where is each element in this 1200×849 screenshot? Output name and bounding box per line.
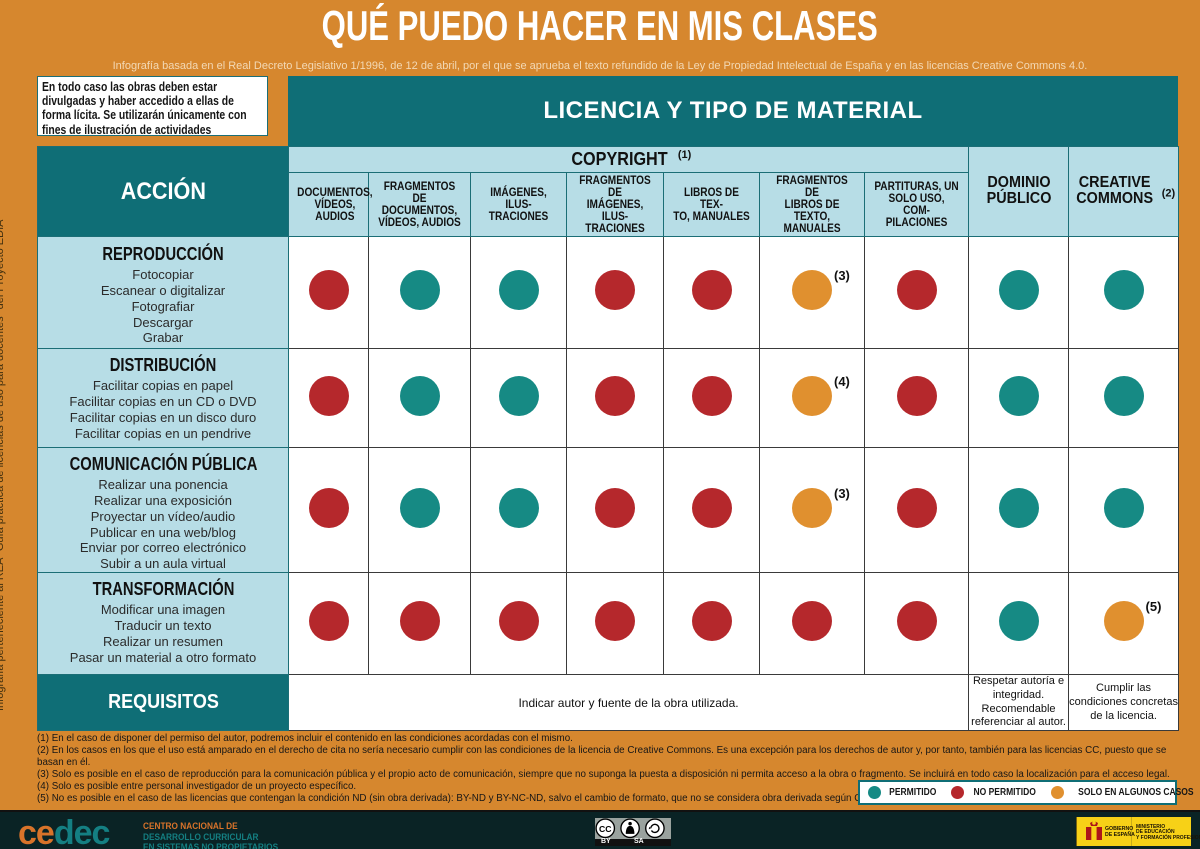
svg-text:CC: CC: [599, 824, 611, 834]
